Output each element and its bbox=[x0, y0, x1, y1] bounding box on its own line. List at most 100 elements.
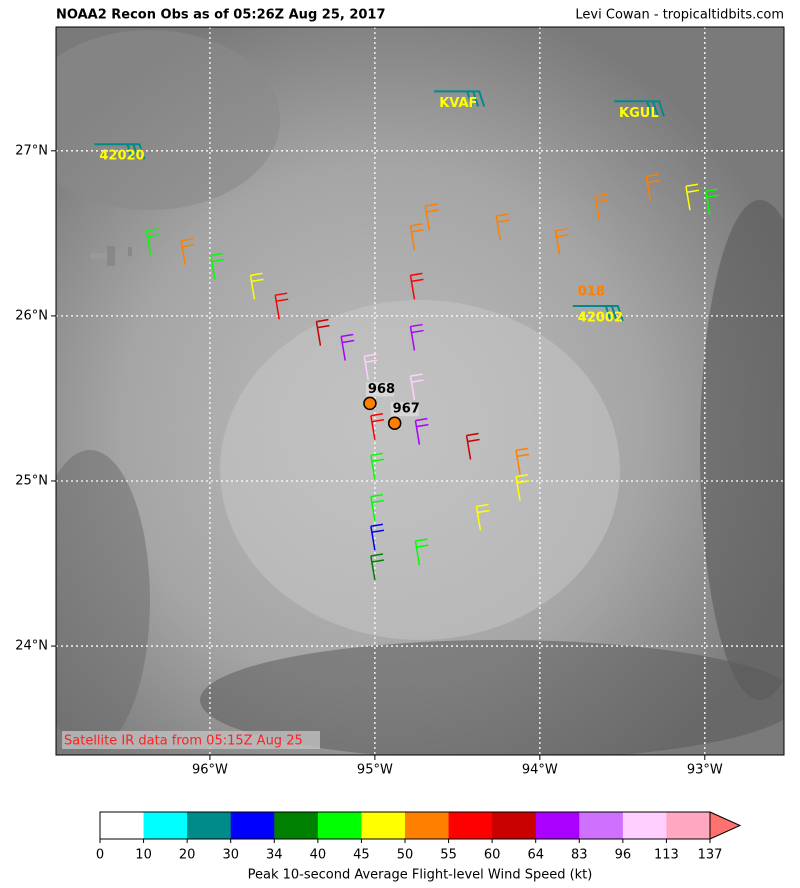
wind-barb bbox=[315, 318, 330, 346]
colorbar-bin bbox=[143, 812, 188, 839]
barb-staff bbox=[515, 450, 521, 475]
barb-staff bbox=[515, 476, 521, 501]
wind-barb bbox=[475, 503, 490, 531]
colorbar-bin bbox=[317, 812, 362, 839]
barb-flag bbox=[595, 193, 608, 197]
barb-staff bbox=[475, 506, 482, 531]
barb-staff bbox=[414, 541, 421, 566]
cloud bbox=[56, 450, 150, 750]
barb-flag bbox=[416, 423, 429, 428]
y-tick-label: 26°N bbox=[15, 308, 48, 323]
colorbar-tick-label: 30 bbox=[222, 848, 239, 863]
wind-barb bbox=[409, 323, 424, 351]
wind-barb bbox=[363, 353, 378, 381]
barb-staff bbox=[409, 225, 416, 250]
barb-staff bbox=[315, 321, 322, 346]
barb-staff bbox=[645, 176, 652, 201]
x-tick-label: 96°W bbox=[192, 763, 228, 778]
cloud bbox=[200, 640, 784, 755]
colorbar-tick-label: 45 bbox=[353, 848, 370, 863]
colorbar-extension bbox=[709, 811, 742, 840]
center-label: 968 bbox=[368, 382, 395, 397]
barb-flag bbox=[411, 379, 424, 383]
y-tick-label: 25°N bbox=[15, 473, 48, 488]
wind-barb bbox=[145, 228, 160, 255]
cloud bbox=[700, 200, 784, 700]
wind-barb bbox=[340, 333, 355, 361]
barb-flag bbox=[410, 272, 423, 277]
barb-flag bbox=[370, 553, 384, 557]
barb-flag bbox=[370, 412, 384, 417]
barb-flag bbox=[425, 203, 438, 207]
barb-staff bbox=[424, 205, 431, 231]
barb-flag bbox=[210, 252, 223, 257]
barb-flag bbox=[410, 373, 423, 377]
wind-barb bbox=[370, 412, 385, 440]
barb-flag bbox=[477, 509, 490, 514]
barb-staff bbox=[180, 240, 186, 265]
center-label-box bbox=[390, 402, 419, 417]
barb-flag bbox=[341, 333, 354, 338]
colorbar-tick-label: 34 bbox=[266, 848, 283, 863]
colorbar-bin bbox=[448, 812, 493, 839]
barb-flag bbox=[415, 538, 428, 542]
colorbar-tick-label: 64 bbox=[527, 848, 544, 863]
colorbar-tick-label: 83 bbox=[571, 848, 588, 863]
wind-barb bbox=[465, 432, 480, 460]
barb-flag bbox=[371, 559, 385, 563]
barb-flag bbox=[371, 529, 385, 534]
colorbar-tick-label: 137 bbox=[698, 848, 723, 863]
barb-flag bbox=[365, 359, 378, 364]
barb-flag bbox=[411, 329, 424, 334]
wind-barb bbox=[645, 173, 660, 201]
barb-staff bbox=[409, 326, 416, 351]
station-barb bbox=[572, 304, 624, 322]
barb-flag bbox=[275, 292, 288, 296]
barb-flag bbox=[251, 278, 264, 283]
station-label: KGUL bbox=[619, 106, 659, 121]
center-label: 967 bbox=[393, 402, 420, 417]
wind-barb bbox=[180, 237, 195, 265]
barb-staff bbox=[370, 455, 376, 480]
barb-flag bbox=[371, 458, 385, 463]
barb-flag bbox=[416, 544, 429, 548]
colorbar-tick-label: 50 bbox=[397, 848, 414, 863]
colorbar-bin bbox=[361, 812, 406, 839]
barb-staff bbox=[705, 191, 711, 216]
pressure-center bbox=[387, 416, 402, 430]
barb-flag bbox=[276, 298, 289, 302]
barb-staff bbox=[210, 255, 216, 280]
barb-flag bbox=[317, 324, 330, 329]
colorbar-tick-label: 113 bbox=[654, 848, 679, 863]
barb-flag bbox=[497, 219, 510, 223]
barb-flag bbox=[476, 503, 489, 508]
colorbar-tick-label: 55 bbox=[440, 848, 457, 863]
colorbar-bin bbox=[492, 812, 537, 839]
map-frame bbox=[55, 26, 785, 756]
barb-flag bbox=[316, 318, 329, 323]
colorbar-tick-label: 10 bbox=[135, 848, 152, 863]
wind-barb bbox=[249, 272, 264, 300]
barb-flag bbox=[515, 447, 529, 452]
wind-barb bbox=[274, 292, 289, 320]
barb-staff bbox=[370, 415, 376, 440]
wind-barb bbox=[515, 447, 530, 475]
colorbar-bin bbox=[274, 812, 319, 839]
note-box bbox=[62, 731, 320, 749]
barb-flag bbox=[250, 272, 263, 277]
barb-staff bbox=[465, 435, 472, 460]
barb-flag bbox=[646, 173, 659, 178]
colorbar-tick-label: 40 bbox=[310, 848, 327, 863]
y-tick-label: 27°N bbox=[15, 143, 48, 158]
barb-flag bbox=[515, 474, 529, 478]
barb-staff bbox=[495, 215, 501, 241]
barb-flag bbox=[415, 417, 428, 422]
barb-flag bbox=[466, 432, 479, 437]
barb-flag bbox=[706, 194, 719, 198]
colorbar-bin bbox=[405, 812, 450, 839]
barb-flag bbox=[556, 234, 569, 238]
barb-staff bbox=[414, 420, 421, 445]
wind-barb bbox=[370, 523, 385, 551]
y-tick-label: 24°N bbox=[15, 639, 48, 654]
wind-barb bbox=[370, 452, 385, 480]
